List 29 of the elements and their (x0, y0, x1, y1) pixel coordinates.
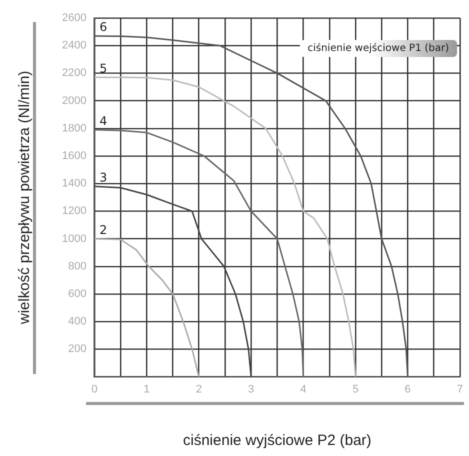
y-tick-label: 400 (68, 316, 86, 328)
y-axis-title: wielkość przepływu powietrza (Nl/min) (16, 70, 34, 326)
x-tick-label: 6 (404, 383, 411, 396)
y-tick-label: 2200 (62, 67, 86, 80)
series-label: 4 (99, 114, 108, 128)
y-tick-label: 2600 (62, 12, 86, 24)
y-tick-label: 2400 (62, 40, 86, 52)
y-tick-label: 1800 (62, 122, 86, 134)
y-tick-label: 1200 (62, 205, 86, 218)
y-tick-label: 2000 (62, 94, 86, 107)
series-label: 3 (99, 170, 108, 184)
x-tick-label: 7 (456, 383, 464, 396)
series-label: 2 (99, 222, 108, 237)
x-tick-label: 4 (300, 383, 306, 396)
legend-title: ciśnienie wejściowe P1 (bar) (300, 40, 457, 57)
y-tick-label: 800 (68, 260, 86, 272)
y-tick-label: 600 (68, 288, 86, 300)
x-tick-label: 3 (248, 383, 254, 396)
y-tick-label: 1400 (62, 178, 86, 190)
x-tick-label: 0 (91, 383, 98, 396)
x-tick-label: 2 (196, 383, 202, 396)
y-tick-label: 1000 (62, 232, 86, 245)
x-tick-label: 5 (352, 383, 359, 396)
series-label: 6 (99, 20, 108, 34)
x-tick-label: 1 (144, 383, 150, 396)
y-tick-label: 200 (68, 343, 86, 356)
x-axis-title: ciśnienie wyjściowe P2 (bar) (183, 432, 372, 450)
y-tick-label: 1600 (62, 150, 86, 162)
series-label: 5 (99, 61, 108, 76)
